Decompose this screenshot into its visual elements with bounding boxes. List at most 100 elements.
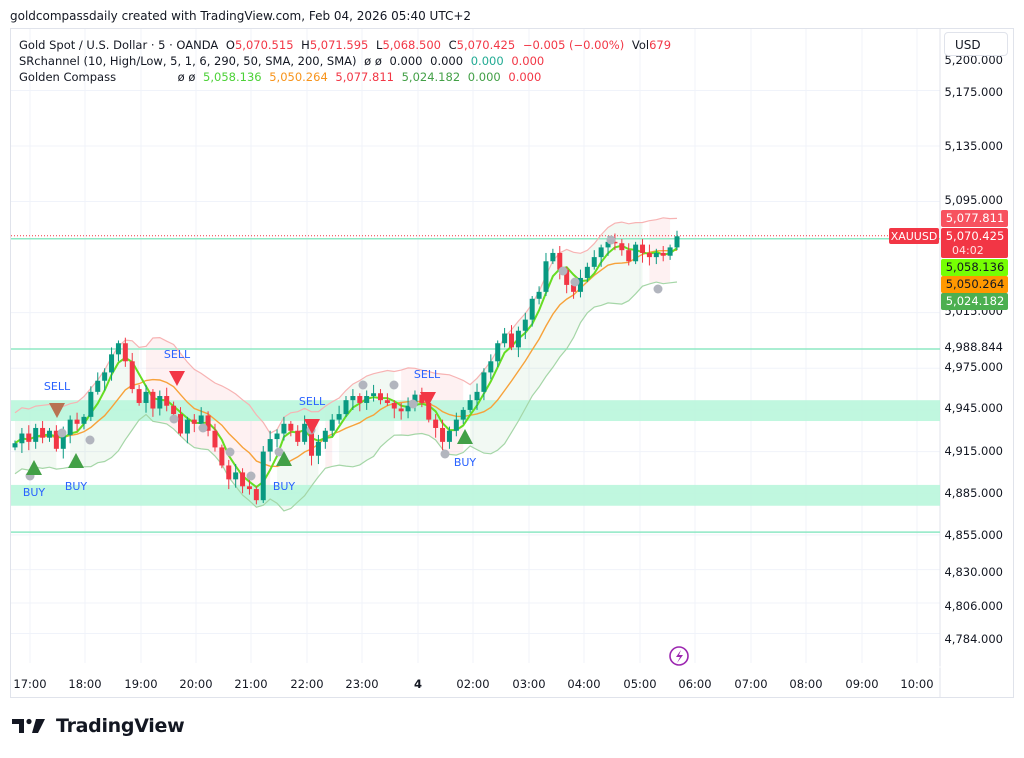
candle-body[interactable] xyxy=(136,389,142,403)
candle-body[interactable] xyxy=(240,472,246,487)
candle-body[interactable] xyxy=(391,402,397,409)
candle-body[interactable] xyxy=(426,402,432,420)
candle-body[interactable] xyxy=(612,241,618,244)
candle-body[interactable] xyxy=(95,380,101,392)
candle-body[interactable] xyxy=(460,409,466,420)
candle-body[interactable] xyxy=(102,372,108,381)
candle-body[interactable] xyxy=(453,419,459,431)
candle-body[interactable] xyxy=(515,330,521,348)
candle-body[interactable] xyxy=(288,423,294,431)
candle-body[interactable] xyxy=(81,416,87,424)
candle-body[interactable] xyxy=(522,319,528,331)
candle-body[interactable] xyxy=(605,241,611,248)
candle-body[interactable] xyxy=(577,277,583,292)
candle-body[interactable] xyxy=(488,361,494,373)
legend-srchannel-row[interactable]: SRchannel (10, High/Low, 5, 1, 6, 290, 5… xyxy=(19,53,671,69)
candle-body[interactable] xyxy=(46,430,52,438)
candle-body[interactable] xyxy=(281,423,287,434)
candle-body[interactable] xyxy=(315,441,321,456)
candle-body[interactable] xyxy=(474,391,480,401)
candle-body[interactable] xyxy=(405,405,411,412)
candle-body[interactable] xyxy=(74,419,80,424)
candle-body[interactable] xyxy=(253,489,259,501)
candle-body[interactable] xyxy=(171,405,177,415)
candle-body[interactable] xyxy=(543,261,549,292)
candle-body[interactable] xyxy=(667,247,673,256)
candle-body[interactable] xyxy=(419,394,425,403)
candle-body[interactable] xyxy=(371,393,377,397)
symbol-tag[interactable]: XAUUSD xyxy=(891,230,938,243)
candle-body[interactable] xyxy=(274,433,280,440)
tradingview-logo[interactable]: TradingView xyxy=(12,715,185,737)
candle-body[interactable] xyxy=(233,472,239,480)
candle-body[interactable] xyxy=(350,396,356,401)
candle-body[interactable] xyxy=(653,252,659,258)
candle-body[interactable] xyxy=(184,419,190,434)
candle-body[interactable] xyxy=(198,415,204,424)
candle-body[interactable] xyxy=(191,419,197,424)
candle-body[interactable] xyxy=(660,252,666,256)
candle-body[interactable] xyxy=(157,396,163,409)
candle-body[interactable] xyxy=(309,423,315,456)
candle-body[interactable] xyxy=(619,243,625,251)
candle-body[interactable] xyxy=(626,250,632,262)
candle-body[interactable] xyxy=(143,391,149,403)
candle-body[interactable] xyxy=(122,343,128,362)
currency-button[interactable]: USD xyxy=(944,32,1008,56)
candle-body[interactable] xyxy=(591,257,597,267)
candle-body[interactable] xyxy=(212,430,218,448)
candle-body[interactable] xyxy=(536,291,542,299)
candle-body[interactable] xyxy=(640,244,646,253)
candle-body[interactable] xyxy=(357,396,363,403)
candle-body[interactable] xyxy=(67,419,73,435)
candle-body[interactable] xyxy=(446,430,452,442)
candle-body[interactable] xyxy=(674,236,680,248)
candle-body[interactable] xyxy=(529,298,535,320)
candle-body[interactable] xyxy=(295,430,301,442)
candle-body[interactable] xyxy=(109,354,115,373)
candle-body[interactable] xyxy=(377,393,383,401)
candle-body[interactable] xyxy=(557,252,563,270)
candle-body[interactable] xyxy=(343,400,349,415)
candle-body[interactable] xyxy=(246,486,252,490)
candle-body[interactable] xyxy=(481,372,487,392)
candle-body[interactable] xyxy=(384,400,390,403)
candle-body[interactable] xyxy=(26,433,32,442)
candle-body[interactable] xyxy=(598,247,604,258)
candle-body[interactable] xyxy=(322,430,328,442)
chart-frame[interactable] xyxy=(10,28,1014,698)
candle-body[interactable] xyxy=(633,244,639,262)
candle-body[interactable] xyxy=(550,252,556,262)
candle-body[interactable] xyxy=(440,427,446,442)
candle-body[interactable] xyxy=(267,439,273,452)
candle-body[interactable] xyxy=(178,414,183,434)
candle-body[interactable] xyxy=(329,419,335,431)
candle-body[interactable] xyxy=(53,430,59,449)
candle-body[interactable] xyxy=(502,333,508,344)
legend-symbol-row[interactable]: Gold Spot / U.S. Dollar · 5 · OANDA O5,0… xyxy=(19,37,671,53)
candle-body[interactable] xyxy=(495,343,501,362)
candle-body[interactable] xyxy=(150,391,156,409)
candle-body[interactable] xyxy=(164,396,170,406)
candle-body[interactable] xyxy=(584,266,590,278)
candle-body[interactable] xyxy=(219,447,225,466)
candle-body[interactable] xyxy=(509,333,514,348)
candle-body[interactable] xyxy=(88,391,94,417)
candle-body[interactable] xyxy=(40,427,46,438)
candle-body[interactable] xyxy=(19,433,25,444)
candle-body[interactable] xyxy=(467,400,473,410)
candle-body[interactable] xyxy=(364,396,370,403)
candle-body[interactable] xyxy=(302,423,308,442)
candle-body[interactable] xyxy=(398,408,404,412)
candle-body[interactable] xyxy=(433,419,439,428)
candle-body[interactable] xyxy=(260,451,266,501)
candle-body[interactable] xyxy=(115,343,121,355)
candle-body[interactable] xyxy=(12,443,18,448)
candle-body[interactable] xyxy=(226,465,232,480)
candle-body[interactable] xyxy=(33,427,39,442)
candle-body[interactable] xyxy=(60,434,66,449)
candle-body[interactable] xyxy=(564,269,570,285)
candle-body[interactable] xyxy=(129,361,135,390)
candle-body[interactable] xyxy=(571,284,577,292)
